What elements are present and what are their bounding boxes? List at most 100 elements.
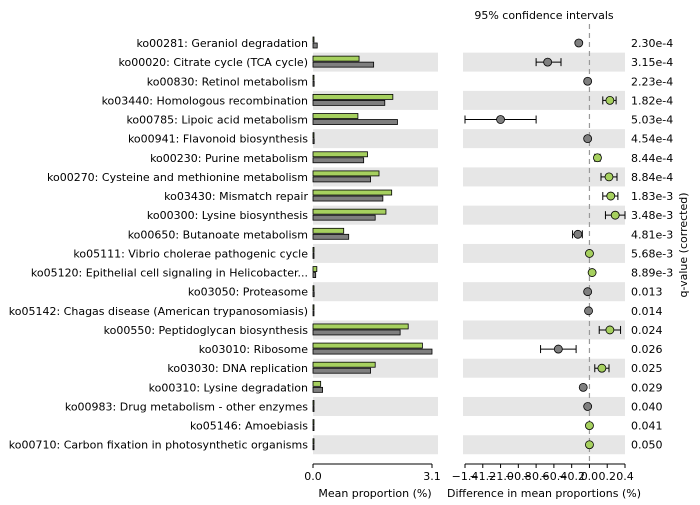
difference-point bbox=[583, 76, 593, 86]
bar-group2 bbox=[312, 80, 315, 87]
q-value: 4.81e-3 bbox=[631, 228, 673, 241]
difference-point bbox=[585, 249, 594, 258]
bar-group1 bbox=[312, 361, 376, 368]
q-value: 0.040 bbox=[631, 400, 663, 413]
row-band-right bbox=[463, 167, 625, 187]
row-label: ko00230: Purine metabolism bbox=[150, 152, 308, 165]
row-band-left bbox=[313, 243, 438, 263]
row-label: ko03430: Mismatch repair bbox=[164, 190, 308, 203]
bar-group1 bbox=[312, 438, 315, 445]
bar-group1 bbox=[312, 113, 359, 119]
left-x-tick-label: 3.1 bbox=[423, 470, 441, 483]
difference-point bbox=[584, 306, 593, 316]
bar-group2 bbox=[312, 119, 398, 125]
row-band-right bbox=[463, 435, 625, 455]
right-x-tick-label: −0.2 bbox=[558, 470, 585, 483]
difference-point bbox=[606, 191, 616, 201]
difference-points bbox=[464, 38, 626, 450]
q-value: 3.15e-4 bbox=[631, 56, 673, 69]
x-axis-label-left: Mean proportion (%) bbox=[318, 487, 431, 500]
bar-group1 bbox=[312, 323, 409, 330]
row-band-right bbox=[463, 129, 625, 149]
row-label: ko00650: Butanoate metabolism bbox=[128, 228, 308, 241]
q-value: 2.30e-4 bbox=[631, 37, 673, 50]
row-label: ko00785: Lipoic acid metabolism bbox=[126, 114, 308, 127]
difference-point bbox=[605, 95, 615, 105]
bar-group2 bbox=[312, 444, 315, 451]
q-value: 1.83e-3 bbox=[631, 190, 673, 203]
row-label: ko00300: Lysine biosynthesis bbox=[147, 209, 308, 222]
y-axis-label-right: q-value (corrected) bbox=[677, 192, 690, 297]
ci-title: 95% confidence intervals bbox=[474, 9, 614, 22]
row-label: ko00710: Carbon fixation in photosynthet… bbox=[9, 439, 308, 452]
bar-group1 bbox=[312, 419, 315, 426]
difference-point bbox=[605, 325, 615, 335]
bar-group1 bbox=[312, 55, 360, 62]
q-value: 8.84e-4 bbox=[631, 171, 673, 184]
difference-point bbox=[587, 268, 597, 277]
bar-group1 bbox=[312, 304, 315, 311]
q-value: 5.03e-4 bbox=[631, 114, 673, 127]
difference-point bbox=[585, 421, 594, 431]
q-value: 4.54e-4 bbox=[631, 133, 673, 146]
bar-group2 bbox=[312, 233, 350, 240]
bar-group1 bbox=[312, 36, 315, 43]
bar-group1 bbox=[312, 247, 315, 253]
bar-group2 bbox=[312, 348, 433, 355]
row-band-right bbox=[463, 320, 625, 340]
q-value: 1.82e-4 bbox=[631, 94, 673, 107]
row-band-left bbox=[313, 282, 438, 302]
right-x-tick-label: −0.8 bbox=[505, 470, 532, 483]
q-value: 0.026 bbox=[631, 343, 663, 356]
bar-group2 bbox=[312, 61, 375, 68]
difference-point bbox=[583, 402, 593, 411]
bar-group2 bbox=[312, 195, 384, 202]
bar-group1 bbox=[312, 285, 315, 292]
row-label: ko00270: Cysteine and methionine metabol… bbox=[47, 171, 308, 184]
difference-point bbox=[583, 287, 593, 297]
row-bands bbox=[313, 52, 625, 455]
bar-group1 bbox=[312, 189, 393, 196]
row-label: ko00310: Lysine degradation bbox=[149, 381, 308, 394]
difference-point bbox=[553, 344, 563, 354]
bar-group2 bbox=[312, 425, 315, 432]
row-band-right bbox=[463, 358, 625, 378]
q-value: 5.68e-3 bbox=[631, 247, 673, 260]
q-value: 8.44e-4 bbox=[631, 152, 673, 165]
q-value: 0.024 bbox=[631, 324, 663, 337]
q-value: 2.23e-4 bbox=[631, 75, 673, 88]
bar-group1 bbox=[312, 342, 423, 349]
bar-group2 bbox=[312, 214, 376, 221]
row-band-right bbox=[463, 282, 625, 302]
bar-group2 bbox=[312, 99, 386, 106]
row-label: ko05146: Amoebiasis bbox=[190, 420, 308, 433]
right-x-tick-label: −0.4 bbox=[541, 470, 568, 483]
difference-point bbox=[585, 440, 594, 450]
q-value: 0.025 bbox=[631, 362, 663, 375]
difference-point bbox=[496, 115, 505, 124]
row-band-right bbox=[463, 90, 625, 110]
bar-group1 bbox=[312, 380, 322, 387]
bar-group2 bbox=[312, 386, 323, 393]
x-axis-label-right: Difference in mean proportions (%) bbox=[447, 487, 641, 500]
row-label: ko03440: Homologous recombination bbox=[102, 94, 308, 107]
row-label: ko00941: Flavonoid biosynthesis bbox=[128, 133, 308, 146]
row-labels: ko00281: Geraniol degradation ko00020: Ci… bbox=[9, 37, 309, 452]
bar-group1 bbox=[312, 74, 315, 81]
row-label: ko05111: Vibrio cholerae pathogenic cycl… bbox=[73, 247, 308, 260]
bar-group2 bbox=[312, 272, 317, 278]
row-label: ko03010: Ribosome bbox=[199, 343, 308, 356]
difference-point bbox=[578, 382, 588, 392]
row-band-left bbox=[313, 435, 438, 455]
q-value: 0.029 bbox=[631, 381, 663, 394]
bar-group2 bbox=[312, 367, 371, 374]
row-label: ko05142: Chagas disease (American trypan… bbox=[9, 305, 308, 318]
bar-group2 bbox=[312, 329, 401, 336]
bar-group1 bbox=[312, 170, 380, 177]
right-x-tick-label: −1.4 bbox=[452, 470, 479, 483]
difference-point bbox=[604, 172, 614, 182]
difference-point bbox=[573, 229, 583, 239]
bar-group1 bbox=[312, 227, 345, 234]
row-label: ko00983: Drug metabolism - other enzymes bbox=[65, 400, 308, 413]
